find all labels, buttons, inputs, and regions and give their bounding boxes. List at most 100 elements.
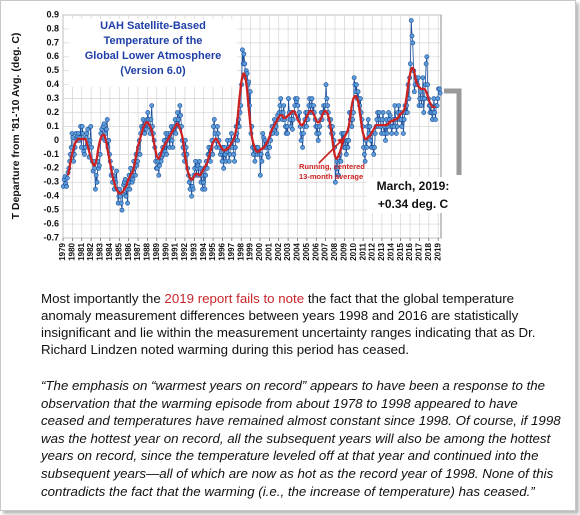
paragraph-text: Most importantly the [41,291,165,306]
quote: “The emphasis on “warmest years on recor… [41,378,561,499]
data-point [295,103,301,108]
link[interactable]: 2019 report fails to note [164,291,305,306]
data-point [362,158,368,164]
data-point [123,193,129,199]
x-tick-label: 2011 [358,242,367,260]
x-tick-label: 2014 [386,242,395,260]
y-tick-label: -0.7 [43,232,59,242]
data-point [143,126,149,132]
data-point [177,103,183,108]
y-tick-label: 0 [54,135,59,145]
x-tick-label: 1992 [180,242,189,260]
data-point [349,124,355,129]
data-point [432,110,438,115]
data-point [104,126,109,132]
data-point [396,103,402,108]
data-point [355,89,361,95]
series [60,18,443,213]
data-point [346,138,352,143]
data-point [372,131,378,136]
x-tick-label: 1998 [236,242,245,260]
data-point [404,110,410,115]
data-point [345,145,351,150]
x-tick-label: 1999 [246,242,255,260]
data-point [376,110,382,115]
data-point [258,151,264,157]
data-point [227,151,233,157]
data-point [240,47,245,53]
data-point [297,110,302,115]
data-point [424,54,430,60]
annotation: +0.34 deg. C [378,197,449,211]
data-point [79,124,85,129]
data-point [351,75,357,81]
data-point [232,145,238,150]
data-point [410,40,416,46]
data-point [379,117,385,122]
data-point [149,103,155,108]
x-tick-label: 1986 [124,242,133,260]
data-point [84,131,90,136]
data-point [431,96,437,102]
data-point [118,200,124,206]
data-point [399,124,405,129]
data-point [125,200,130,206]
data-point [70,135,76,141]
data-point [389,131,395,136]
data-point [140,117,146,122]
x-tick-label: 2015 [396,242,405,260]
y-tick-label: -0.2 [43,163,59,173]
x-tick-label: 1983 [96,242,105,260]
x-tick-label: 2018 [424,242,433,260]
data-point [210,151,216,157]
data-point [175,117,181,122]
data-point [437,90,443,96]
data-point [393,131,399,136]
y-tick-label: 0.2 [46,107,59,117]
data-point [267,145,273,150]
data-point [215,131,221,136]
data-point [156,172,162,178]
annotation-box [367,177,459,213]
y-tick-label: 0.9 [46,9,59,19]
data-point [164,151,169,157]
y-tick-label: 0.3 [46,93,59,103]
y-tick-label: -0.3 [43,177,59,187]
data-point [232,158,237,164]
x-tick-label: 2010 [349,242,358,260]
data-point [85,126,91,132]
data-point [384,131,390,136]
data-point [434,103,440,108]
y-axis-label: T Departure from '81-'10 Avg. (deg. C) [10,33,22,220]
y-tick-label: 0.4 [46,79,59,89]
data-point [435,96,441,102]
data-point [170,145,176,150]
data-point [175,110,180,115]
x-tick-label: 2003 [283,242,292,260]
data-point [315,138,321,143]
y-tick-label: 0.1 [46,121,59,131]
data-point [200,179,206,185]
data-point [437,86,442,92]
chart: UAH Satellite-Based Temperature of the G… [10,9,462,261]
data-point [221,165,227,171]
y-tick-label: -0.4 [43,191,59,201]
data-point [361,151,367,157]
data-point [354,82,359,88]
data-point [335,165,341,171]
data-point [409,33,415,39]
data-point [290,126,295,132]
x-tick-label: 1993 [189,242,198,260]
data-point [364,145,370,150]
data-point [311,103,316,108]
data-point [408,18,414,23]
data-point [323,82,329,88]
data-point [316,131,322,136]
x-tick-label: 2016 [405,242,414,260]
x-tick-label: 2002 [274,242,283,260]
data-point [401,117,407,122]
data-point [231,151,237,157]
data-point [325,103,330,108]
x-tick-label: 2007 [321,242,330,260]
data-point [88,124,94,129]
